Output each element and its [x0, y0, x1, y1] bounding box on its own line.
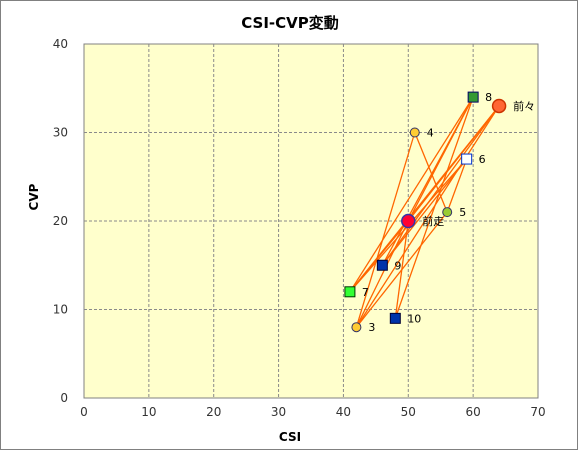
connection-line: [349, 96, 474, 293]
point-marker: [409, 127, 420, 138]
point-label: 前走: [422, 214, 444, 228]
connection-line: [394, 220, 409, 319]
point-marker: [442, 207, 453, 218]
connection-line: [355, 105, 500, 328]
x-tick-label: 50: [401, 405, 416, 419]
x-tick-label: 60: [466, 405, 481, 419]
x-tick-label: 20: [206, 405, 221, 419]
connection-line: [349, 220, 409, 293]
point-label: 9: [394, 259, 401, 272]
connection-line: [414, 132, 448, 213]
point-marker: [376, 259, 388, 271]
point-label: 3: [368, 321, 375, 334]
point-label: 5: [459, 206, 466, 219]
point-label: 7: [362, 286, 369, 299]
connection-line: [381, 105, 500, 266]
point-label: 前々: [513, 99, 535, 113]
y-tick-label: 30: [53, 126, 68, 140]
point-label: 6: [479, 153, 486, 166]
point-marker: [467, 91, 479, 103]
connection-line: [407, 105, 500, 222]
y-tick-label: 0: [60, 391, 68, 405]
point-marker: [461, 153, 473, 165]
point-marker: [491, 98, 507, 114]
point-label: 10: [407, 312, 421, 325]
x-axis-title: CSI: [279, 430, 301, 444]
point-label: 4: [427, 127, 434, 140]
x-tick-label: 0: [80, 405, 88, 419]
x-tick-label: 10: [141, 405, 156, 419]
connection-line: [407, 96, 474, 222]
point-marker: [401, 213, 416, 229]
y-tick-label: 10: [53, 303, 68, 317]
connection-line: [446, 158, 468, 213]
y-tick-labels: 0 10 20 30 40: [53, 37, 68, 405]
y-tick-label: 40: [53, 37, 68, 51]
point-marker: [389, 312, 401, 324]
point-marker: [344, 286, 356, 298]
x-tick-labels: 0 10 20 30 40 50 60 70: [80, 405, 545, 419]
connection-line: [381, 158, 468, 266]
x-tick-label: 70: [530, 405, 545, 419]
point-marker: [351, 322, 362, 333]
y-axis-title: CVP: [27, 183, 41, 210]
grid-lines: [84, 44, 538, 398]
y-tick-label: 20: [53, 214, 68, 228]
x-tick-label: 40: [336, 405, 351, 419]
data-markers: [344, 91, 507, 333]
x-tick-label: 30: [271, 405, 286, 419]
connection-line: [355, 220, 409, 328]
connection-line: [394, 96, 474, 319]
chart-title: CSI-CVP変動: [241, 14, 339, 32]
connection-lines: [349, 96, 500, 328]
point-label: 8: [485, 91, 492, 104]
connection-line: [355, 132, 416, 328]
